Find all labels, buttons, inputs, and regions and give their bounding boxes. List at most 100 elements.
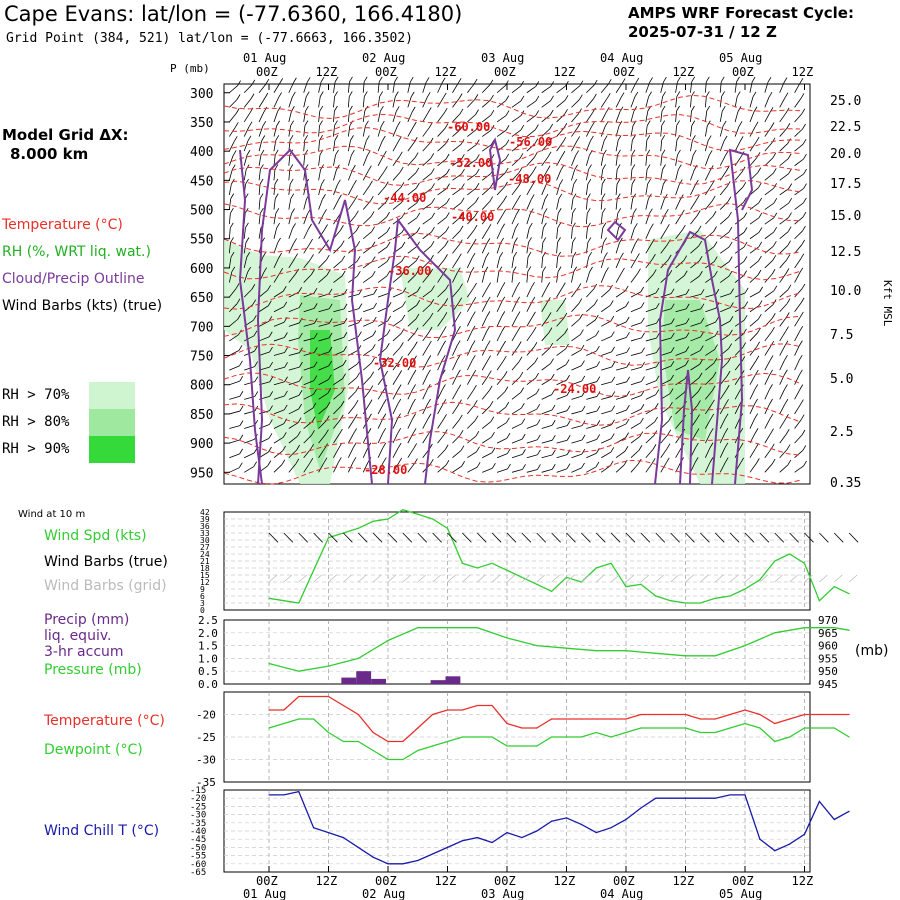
wind-barb-10m-0	[268, 532, 279, 543]
wind-barb-1230	[556, 395, 568, 400]
wind-barb-grid-73	[804, 574, 813, 583]
wind-barb-feather-935	[489, 196, 494, 202]
wind-barb-896	[466, 316, 473, 327]
wind-barb-1084	[526, 115, 536, 123]
wind-barb-1666	[675, 419, 683, 429]
wind-barb-feather-27	[231, 266, 236, 273]
wind-barb-1302	[585, 126, 592, 137]
wind-barb-1140	[541, 128, 550, 137]
wind-barb-feather-1095	[531, 180, 536, 186]
wind-barb-912	[467, 435, 477, 444]
wind-barb-728	[422, 273, 430, 283]
wind-barb-feather-1221	[563, 312, 568, 319]
wind-barb-feather-1481	[635, 238, 639, 244]
wind-barb-1984	[764, 374, 771, 385]
wind-barb-feather-2105	[803, 460, 807, 467]
wind-barb-108	[258, 83, 267, 94]
wind-barb-868	[467, 114, 476, 123]
wind-speed-line-point	[491, 562, 493, 564]
wind-barb-1098	[526, 213, 531, 225]
wind-barb-feather-49	[239, 434, 244, 441]
wind-barb-456	[348, 260, 358, 269]
temperature-contour-4	[223, 162, 801, 186]
wind-barb-feather-1749	[713, 226, 717, 232]
wind-barb-808	[437, 464, 447, 473]
wind-barb-356	[318, 323, 330, 327]
windchill-line-point	[402, 863, 404, 865]
wind-barb-feather-401	[340, 240, 345, 246]
wind-barb-886	[466, 243, 474, 254]
wind-barb-feather-1245	[579, 94, 583, 100]
wind-barb-1526	[645, 184, 649, 196]
wind-barb-feather-1459	[635, 77, 640, 84]
windchill-line-point	[699, 797, 701, 799]
top-date-label: 05 Aug	[719, 51, 762, 65]
wind-barb-510	[362, 261, 373, 269]
wind-barb-260	[288, 408, 299, 415]
wind-barb-10m-36	[536, 532, 547, 543]
wind-barb-feather-37	[238, 345, 243, 351]
wind-barb-feather-587	[382, 413, 387, 419]
wind-barb-252	[288, 352, 300, 356]
wind-barb-890	[466, 272, 472, 283]
wind-barb-feather-1281	[581, 360, 585, 366]
wind-barb-feather-343	[323, 209, 327, 215]
wind-barb-feather-1531	[648, 208, 653, 214]
wind-barb-686	[407, 360, 414, 371]
wind-barb-feather-1173	[550, 358, 554, 364]
wind-speed-line-point	[565, 576, 568, 578]
wind-barb-feather-1371	[602, 222, 607, 229]
wind-barb-feather-1519	[646, 120, 651, 126]
wind-barb-922	[481, 114, 492, 123]
wind-barb-feather-1687	[693, 164, 698, 171]
wind-barb-feather-1811	[730, 288, 734, 294]
wind-barb-2040	[779, 389, 785, 400]
pressure-tick-label: 300	[190, 87, 213, 102]
wind-barb-724	[422, 245, 432, 254]
wind-barb-feather-1503	[640, 404, 645, 410]
wind-barb-feather-1915	[758, 255, 762, 262]
wind-barb-feather-47	[239, 420, 244, 426]
wind-barb-feather-793	[442, 340, 446, 346]
wind-barb-feather-1147	[546, 165, 551, 171]
wind-barb-770	[437, 188, 447, 196]
temperature-contour-label: -28.00	[364, 463, 407, 477]
wind-barb-884	[467, 229, 475, 239]
wind-barb-1736	[704, 140, 709, 152]
wind-barb-feather-2079	[799, 267, 804, 274]
windchill-label: Wind Chill T (°C)	[44, 823, 160, 839]
dewpoint-line-point	[729, 727, 731, 729]
wind-barb-1190	[556, 100, 566, 108]
wind-barb-1572	[660, 125, 663, 137]
wind-barb-168	[273, 125, 277, 137]
wind-barb-feather-1433	[624, 285, 629, 292]
pressure-tick-label: 950	[190, 466, 213, 481]
wind-barb-feather-767	[445, 153, 450, 160]
wind-barb-948	[481, 301, 488, 312]
wind-barb-144	[258, 351, 270, 356]
wind-barb-feather-157	[268, 433, 273, 439]
wind-barb-36	[229, 350, 240, 356]
wind-barb-1372	[600, 242, 604, 254]
wind-barb-feather-203	[284, 376, 288, 382]
pressure-tick-label: 850	[190, 408, 213, 423]
wind-barb-292	[303, 243, 310, 254]
windchill-line-point	[327, 832, 330, 834]
wind-barb-1728	[704, 81, 707, 93]
wind-barb-feather-1863	[743, 270, 747, 276]
wind-barb-feather-907	[473, 384, 477, 391]
wind-barb-feather-2029	[786, 298, 791, 304]
wind-barb-feather-1137	[550, 95, 554, 102]
wind-barb-2060	[794, 143, 804, 152]
wind-barb-feather-1035	[520, 139, 524, 145]
dewpoint-line-point	[506, 745, 508, 747]
wind-barb-feather-1351	[607, 79, 612, 85]
temperature-line-point	[729, 713, 731, 716]
wind-barb-feather-215	[281, 459, 286, 465]
wind-barb-feather-1675	[691, 76, 696, 83]
wind-barb-feather-453	[355, 225, 360, 232]
windchill-line-point	[714, 797, 716, 799]
wind-barb-feather-1165	[547, 297, 551, 303]
wind-barb-1412	[615, 140, 619, 152]
temperature-line-point	[268, 709, 270, 711]
